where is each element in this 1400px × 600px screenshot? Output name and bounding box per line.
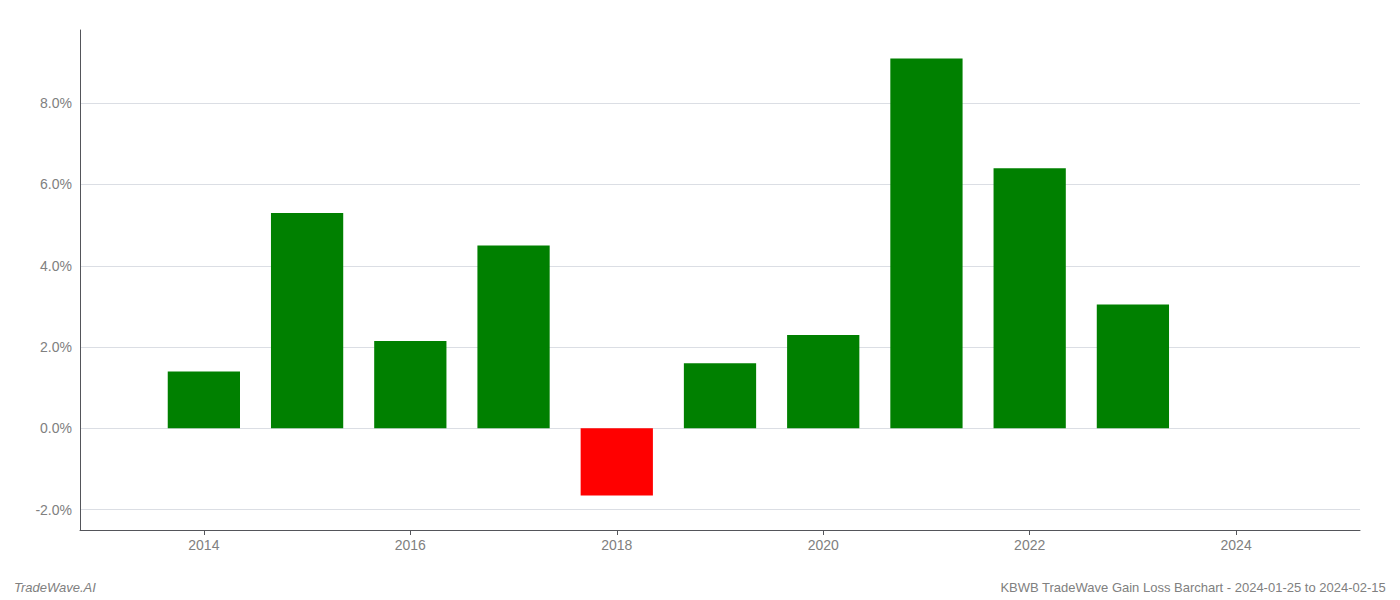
svg-text:4.0%: 4.0% bbox=[40, 258, 72, 274]
svg-text:2016: 2016 bbox=[395, 537, 426, 553]
svg-text:TradeWave.AI: TradeWave.AI bbox=[14, 580, 96, 595]
svg-text:0.0%: 0.0% bbox=[40, 420, 72, 436]
svg-text:2.0%: 2.0% bbox=[40, 339, 72, 355]
svg-text:2024: 2024 bbox=[1221, 537, 1252, 553]
svg-text:-2.0%: -2.0% bbox=[35, 502, 72, 518]
svg-text:2014: 2014 bbox=[188, 537, 219, 553]
svg-text:KBWB TradeWave Gain Loss Barch: KBWB TradeWave Gain Loss Barchart - 2024… bbox=[1000, 580, 1385, 595]
svg-text:8.0%: 8.0% bbox=[40, 95, 72, 111]
svg-text:6.0%: 6.0% bbox=[40, 176, 72, 192]
svg-text:2022: 2022 bbox=[1014, 537, 1045, 553]
svg-text:2018: 2018 bbox=[601, 537, 632, 553]
svg-text:2020: 2020 bbox=[808, 537, 839, 553]
